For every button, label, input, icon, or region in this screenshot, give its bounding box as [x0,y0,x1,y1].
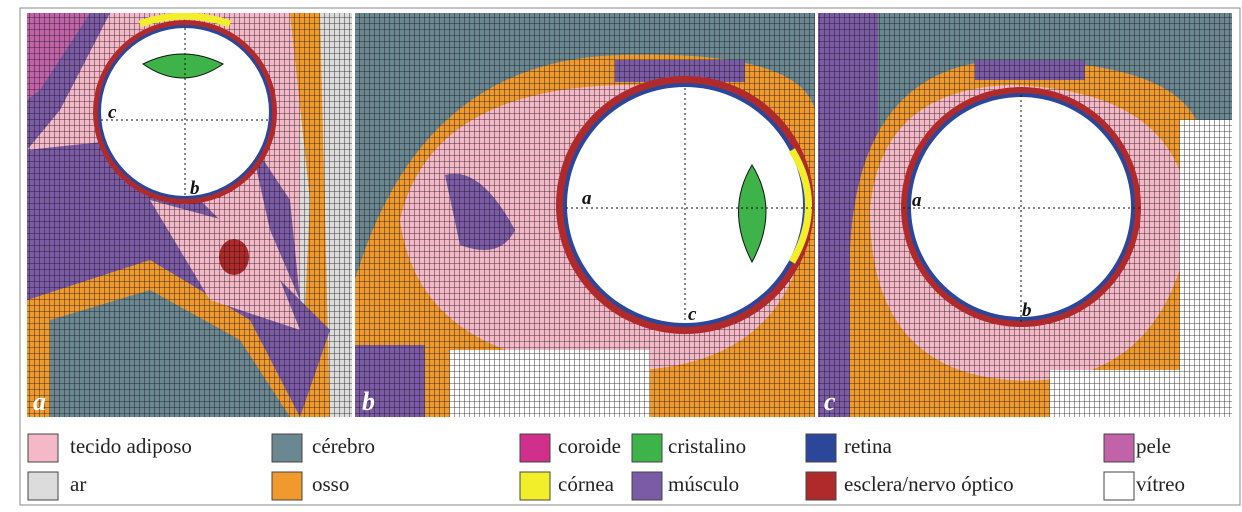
panel-label: c [824,387,836,416]
legend-swatch [632,434,662,462]
legend-label: córnea [558,472,615,496]
legend-swatch [272,472,302,500]
axis-label: b [190,178,200,199]
legend-swatch [28,472,58,500]
panel-a [27,13,352,417]
legend-label: coroide [558,434,621,458]
legend-label: cristalino [668,434,746,458]
legend-swatch [272,434,302,462]
legend-swatch [806,434,836,462]
legend-label: esclera/nervo óptico [844,472,1014,496]
legend-swatch [1104,434,1134,462]
legend-label: cérebro [312,434,375,458]
axis-label: b [1022,300,1032,321]
legend-label: tecido adiposo [70,434,192,458]
panel-label: a [33,387,46,416]
legend-swatch [806,472,836,500]
axis-label: a [582,188,592,209]
axis-label: c [108,102,117,123]
legend-label: vítreo [1136,472,1185,496]
legend-swatch [28,434,58,462]
legend-swatch [520,472,550,500]
legend-label: músculo [668,472,739,496]
legend-label: ar [70,472,86,496]
axis-label: c [688,304,697,325]
axis-label: a [912,190,922,211]
legend-label: osso [312,472,349,496]
legend-label: retina [844,434,892,458]
legend-label: pele [1136,434,1171,458]
panel-label: b [362,387,375,416]
legend-swatch [632,472,662,500]
panel-c [818,13,1232,417]
legend-swatch [520,434,550,462]
legend: tecido adiposo cérebro coroide cristalino re… [28,434,1185,500]
panel-b [355,13,815,417]
figure: a c b b a c c a b tecido adiposo cérebro coroide cr… [0,0,1242,507]
legend-swatch [1104,472,1134,500]
